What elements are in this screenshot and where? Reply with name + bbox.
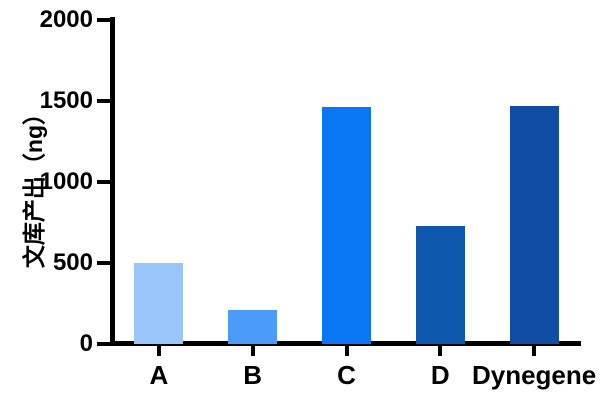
y-axis-line	[110, 17, 115, 346]
y-tick-label: 1500	[39, 87, 93, 114]
y-tick-mark	[97, 18, 110, 22]
y-tick-label: 1000	[39, 168, 93, 195]
bar-C	[322, 107, 371, 344]
x-tick-label-B: B	[243, 360, 263, 390]
x-tick-mark	[156, 346, 161, 356]
x-tick-mark	[344, 346, 349, 356]
y-tick-label: 0	[79, 330, 93, 357]
y-tick-mark	[97, 261, 110, 265]
y-tick-label: 2000	[39, 6, 93, 33]
y-tick-mark	[97, 99, 110, 103]
x-tick-mark	[438, 346, 443, 356]
bar-A	[134, 263, 184, 344]
bar-B	[228, 309, 278, 344]
x-tick-label-A: A	[149, 360, 169, 390]
x-tick-label-D: D	[430, 360, 450, 390]
bar-D	[415, 225, 465, 344]
y-tick-mark	[97, 342, 110, 346]
bar-Dynegene	[509, 105, 559, 344]
y-tick-label: 500	[52, 249, 93, 276]
y-tick-mark	[97, 180, 110, 184]
x-tick-mark	[250, 346, 255, 356]
x-tick-label-C: C	[337, 360, 356, 390]
x-tick-label-Dynegene: Dynegene	[471, 360, 597, 390]
x-tick-mark	[532, 346, 537, 356]
